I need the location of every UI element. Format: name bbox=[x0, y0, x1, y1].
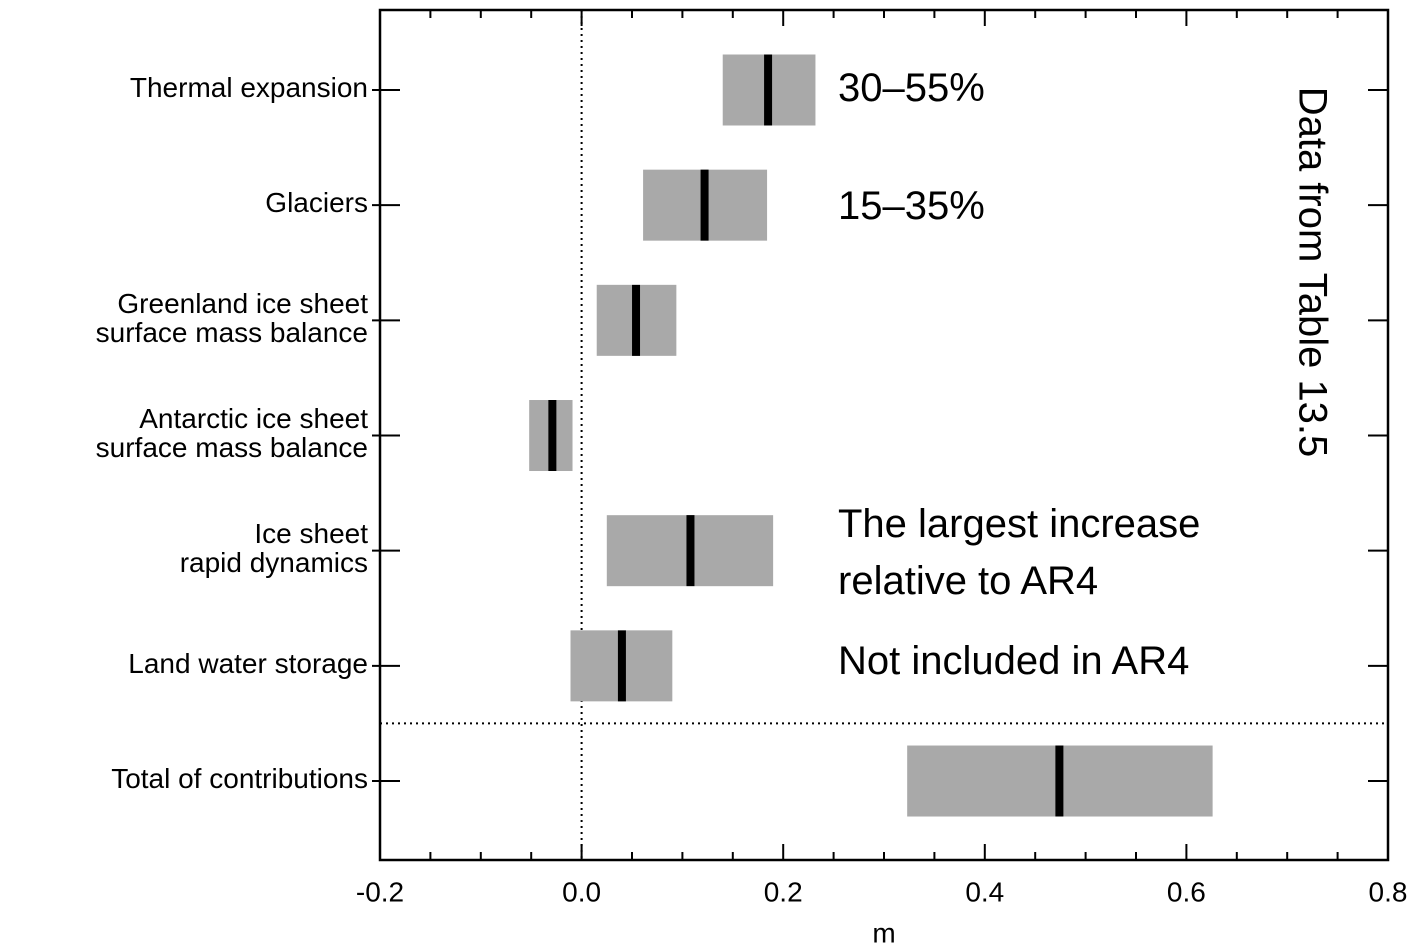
annotation: The largest increase relative to AR4 bbox=[838, 502, 1200, 603]
category-label-line: rapid dynamics bbox=[180, 548, 368, 579]
annotation-line: The largest increase bbox=[838, 502, 1200, 546]
category-label: Greenland ice sheet surface mass balance bbox=[96, 288, 369, 348]
x-tick-label: -0.2 bbox=[356, 876, 404, 907]
category-label-line: Glaciers bbox=[265, 188, 368, 219]
annotation-line: Not included in AR4 bbox=[838, 638, 1189, 682]
annotation: Not included in AR4 bbox=[838, 638, 1189, 682]
annotation-line: 15–35% bbox=[838, 184, 985, 228]
category-label-line: Antarctic ice sheet bbox=[139, 403, 368, 434]
annotation-vertical: Data from Table 13.5 bbox=[1290, 87, 1334, 458]
category-label-line: Greenland ice sheet bbox=[117, 288, 368, 319]
category-label: Antarctic ice sheet surface mass balance bbox=[96, 403, 369, 463]
category-label-line: surface mass balance bbox=[96, 432, 368, 463]
category-label-line: Total of contributions bbox=[111, 763, 368, 794]
category-label-line: Thermal expansion bbox=[130, 72, 368, 103]
category-label: Glaciers bbox=[265, 188, 368, 219]
category-label: Thermal expansion bbox=[130, 72, 368, 103]
annotation-line: 30–55% bbox=[838, 66, 985, 110]
x-tick-label: 0.0 bbox=[562, 876, 601, 907]
x-tick-label: 0.8 bbox=[1369, 876, 1408, 907]
x-tick-label: 0.4 bbox=[965, 876, 1004, 907]
annotation: 30–55% bbox=[838, 66, 985, 110]
category-label-line: Land water storage bbox=[128, 648, 368, 679]
category-label-line: Ice sheet bbox=[254, 519, 368, 550]
category-label: Land water storage bbox=[128, 648, 368, 679]
annotation-line: relative to AR4 bbox=[838, 559, 1098, 603]
x-tick-label: 0.6 bbox=[1167, 876, 1206, 907]
category-label: Total of contributions bbox=[111, 763, 368, 794]
x-tick-label: 0.2 bbox=[764, 876, 803, 907]
annotation: 15–35% bbox=[838, 184, 985, 228]
plot-frame bbox=[378, 8, 1390, 862]
category-label: Ice sheet rapid dynamics bbox=[180, 519, 369, 579]
x-axis-label: m bbox=[872, 917, 895, 948]
category-label-line: surface mass balance bbox=[96, 317, 368, 348]
